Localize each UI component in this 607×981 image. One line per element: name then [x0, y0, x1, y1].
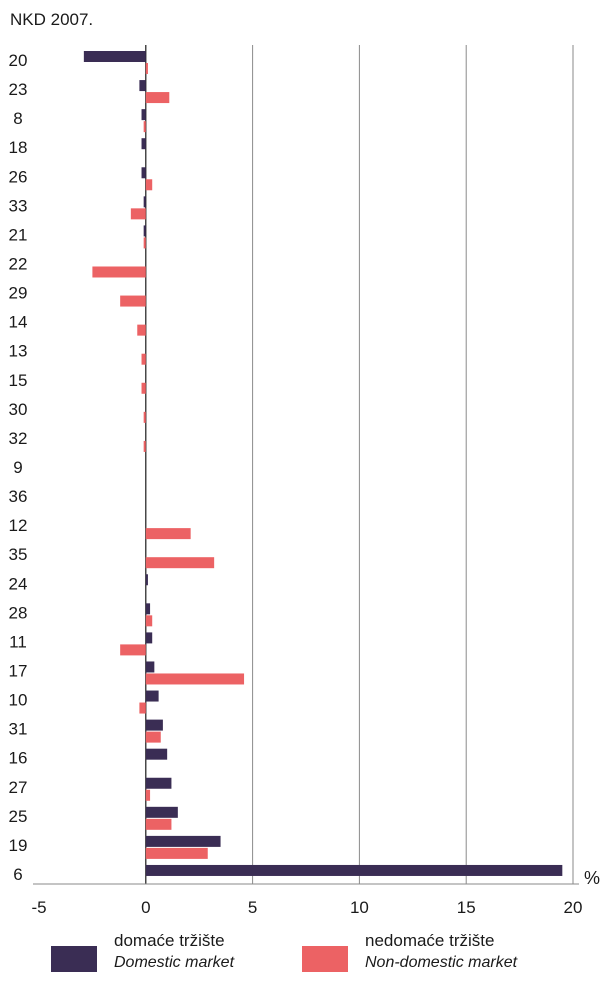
legend-label-domestic: domaće tržište: [114, 931, 225, 950]
x-tick-label: 5: [248, 898, 257, 917]
bar-non-domestic: [120, 295, 146, 307]
bar-domestic: [145, 632, 153, 644]
category-label: 26: [9, 167, 28, 186]
x-tick-label: -5: [31, 898, 46, 917]
bar-non-domestic: [141, 382, 146, 394]
bars: [83, 51, 563, 876]
bar-domestic: [145, 661, 155, 673]
bar-chart-svg: NKD 2007. % 20 23 8 18 26 33 21 22 29 14 13 15 30 32 9…: [9, 10, 600, 917]
bar-domestic: [83, 51, 146, 62]
category-label: 33: [9, 196, 28, 215]
bar-non-domestic: [139, 702, 146, 714]
bar-non-domestic: [145, 847, 208, 859]
legend-swatch-non-domestic: [302, 946, 348, 972]
unit-label: %: [584, 868, 600, 888]
bar-non-domestic: [145, 615, 153, 627]
bar-non-domestic: [141, 353, 146, 365]
legend-label-non-domestic-en: Non-domestic market: [365, 954, 518, 971]
bar-non-domestic: [137, 324, 146, 336]
category-label: 22: [9, 254, 28, 273]
bar-domestic: [141, 138, 146, 150]
category-label: 15: [9, 371, 28, 390]
bar-non-domestic: [145, 528, 191, 540]
bar-domestic: [141, 167, 146, 179]
bar-non-domestic: [143, 237, 146, 249]
bar-domestic: [145, 777, 172, 789]
bar-domestic: [143, 225, 146, 237]
category-label: 9: [13, 458, 22, 477]
bar-domestic: [141, 109, 146, 121]
category-label: 27: [9, 778, 28, 797]
legend-item-domestic: domaće tržište Domestic market: [51, 930, 234, 974]
bar-domestic: [145, 719, 163, 731]
category-label: 10: [9, 691, 28, 710]
bar-non-domestic: [92, 266, 146, 278]
category-label: 8: [13, 109, 22, 128]
bar-domestic: [145, 864, 563, 876]
category-label: 36: [9, 487, 28, 506]
category-label: 16: [9, 749, 28, 768]
category-label: 14: [9, 313, 28, 332]
category-label: 13: [9, 342, 28, 361]
bar-non-domestic: [145, 557, 215, 569]
category-label: 6: [13, 865, 22, 884]
category-label: 18: [9, 138, 28, 157]
category-label: 23: [9, 80, 28, 99]
bar-non-domestic: [143, 440, 146, 452]
category-label: 21: [9, 225, 28, 244]
bar-non-domestic: [143, 121, 146, 133]
bar-non-domestic: [143, 411, 146, 423]
bar-non-domestic: [145, 92, 170, 104]
category-label: 12: [9, 516, 28, 535]
category-labels: 20 23 8 18 26 33 21 22 29 14 13 15 30 32 9 36 12 35 24 28 11…: [9, 51, 28, 884]
x-tick-labels: -5 0 5 10 15 20: [31, 898, 582, 917]
grid-lines: [33, 45, 579, 885]
x-tick-label: 20: [564, 898, 583, 917]
bar-non-domestic: [145, 789, 151, 801]
legend-swatch-domestic: [51, 946, 97, 972]
bar-non-domestic: [130, 208, 146, 220]
bar-domestic: [145, 574, 148, 586]
x-tick-label: 15: [457, 898, 476, 917]
category-label: 28: [9, 603, 28, 622]
legend-label-non-domestic: nedomaće tržište: [365, 931, 495, 950]
bar-non-domestic: [145, 818, 172, 830]
legend-label-domestic-en: Domestic market: [114, 954, 235, 971]
category-label: 19: [9, 836, 28, 855]
bar-non-domestic: [145, 731, 161, 743]
bar-domestic: [145, 603, 151, 615]
bar-non-domestic: [120, 644, 146, 656]
bar-non-domestic: [145, 673, 245, 685]
x-tick-label: 10: [350, 898, 369, 917]
category-label: 20: [9, 51, 28, 70]
bar-domestic: [145, 806, 178, 818]
category-label: 29: [9, 284, 28, 303]
category-label: 24: [9, 574, 28, 593]
category-label: 30: [9, 400, 28, 419]
bar-non-domestic: [145, 63, 148, 74]
category-axis-title: NKD 2007.: [10, 10, 93, 29]
category-label: 32: [9, 429, 28, 448]
legend: domaće tržište Domestic market nedomaće …: [0, 930, 607, 981]
category-label: 35: [9, 545, 28, 564]
bar-domestic: [143, 196, 146, 208]
legend-item-non-domestic: nedomaće tržište Non-domestic market: [302, 930, 517, 974]
category-label: 17: [9, 661, 28, 680]
bar-domestic: [139, 80, 146, 92]
x-tick-label: 0: [141, 898, 150, 917]
bar-non-domestic: [145, 179, 153, 191]
category-label: 25: [9, 807, 28, 826]
category-label: 11: [9, 632, 27, 651]
bar-domestic: [145, 835, 221, 847]
category-label: 31: [9, 720, 28, 739]
bar-domestic: [145, 748, 168, 760]
bar-domestic: [145, 690, 159, 702]
